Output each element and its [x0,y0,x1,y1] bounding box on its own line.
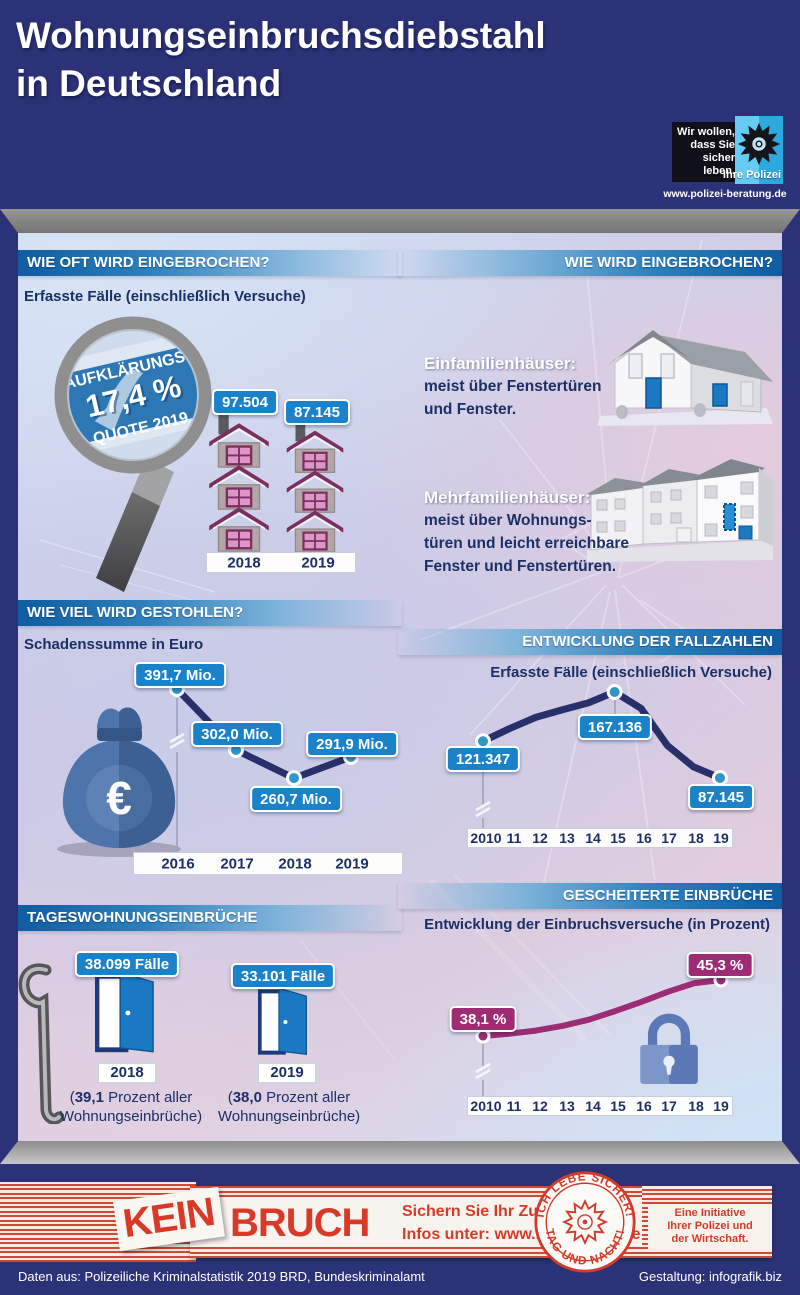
daytime-2019-caption: (38,0 Prozent aller Wohnungseinbrüche) [217,1089,361,1125]
subtitle-development: Erfasste Fälle (einschließlich Versuche) [490,664,772,681]
year-label: 17 [661,1098,677,1114]
section-header-failed: GESCHEITERTE EINBRÜCHE [398,883,782,909]
year-label: 18 [688,1098,704,1114]
house-stack-2018-icon [207,412,271,552]
padlock-icon [640,1013,698,1084]
fall-label-2015: 167.136 [577,714,653,740]
year-label: 19 [713,830,729,846]
money-year-axis: 2016 2017 2018 2019 [133,852,403,875]
year-label: 2019 [301,554,335,571]
money-label-2016: 391,7 Mio. [134,662,226,688]
initiative-text: Eine Initiative Ihrer Polizei und der Wi… [648,1204,772,1249]
money-label-2018: 260,7 Mio. [250,786,342,812]
failed-label-2019: 45,3 % [686,952,754,978]
page-title: Wohnungseinbruchsdiebstahl in Deutschlan… [16,12,546,108]
section-header-development: ENTWICKLUNG DER FALLZAHLEN [398,629,782,655]
police-slogan: Wir wollen, dass Sie sicher leben. [672,122,740,182]
magnifier-quote-icon: AUFKLÄRUNGS- 17,4 % 17,4 % QUOTE 2019 [54,316,212,592]
keinbruch-logo-bruch: BRUCH [230,1201,370,1245]
daytime-2018-caption: (39,1 Prozent aller Wohnungseinbrüche) [59,1089,203,1125]
subtitle-how-much: Schadenssumme in Euro [24,636,204,653]
bevel-bottom [0,1141,800,1164]
open-door-2019-icon [258,988,308,1056]
data-source: Daten aus: Polizeiliche Kriminalstatisti… [18,1269,425,1284]
multi-family-house-icon [587,459,773,562]
multi-family-text: Mehrfamilienhäuser: meist über Wohnungs-… [424,488,629,575]
value-2019-bubble: 87.145 [284,399,350,425]
year-label: 16 [636,1098,652,1114]
year-label: 2017 [220,855,254,872]
house-stack-2019-icon [283,420,347,553]
euro-symbol: € [106,772,132,824]
design-credit: Gestaltung: infografik.biz [638,1269,782,1284]
single-family-house-icon [597,330,773,426]
crowbar-icon [18,963,64,1124]
year-label: 2018 [227,554,261,571]
open-door-2018-icon [95,972,155,1054]
year-label: 15 [610,1098,626,1114]
fall-label-2019: 87.145 [688,784,754,810]
campaign-stamp: ICH LEBE SICHER! TAG UND NACHT! [533,1170,636,1273]
police-url: www.polizei-beratung.de [663,188,787,200]
year-label: 11 [506,1098,522,1114]
daytime-yearbox-2019: 2019 [257,1062,317,1084]
tape-edge-bottom [190,1247,772,1258]
year-label: 17 [661,830,677,846]
daytime-yearbox-2018: 2018 [97,1062,157,1084]
year-label: 2010 [470,830,502,846]
year-label: 16 [636,830,652,846]
year-label: 11 [506,830,522,846]
title-line1: Wohnungseinbruchsdiebstahl [16,15,546,56]
money-label-2019: 291,9 Mio. [306,731,398,757]
subtitle-how-often: Erfasste Fälle (einschließlich Versuche) [24,288,306,305]
value-2018-bubble: 97.504 [212,389,278,415]
year-label: 12 [532,1098,548,1114]
year-label: 14 [585,1098,601,1114]
money-bag-icon: € [57,707,181,857]
title-line2: in Deutschland [16,63,282,104]
failed-year-axis: 2010 11 12 13 14 15 16 17 18 19 [467,1096,733,1116]
money-label-2017: 302,0 Mio. [191,721,283,747]
section-header-daytime: TAGESWOHNUNGSEINBRÜCHE [18,905,402,931]
year-label: 14 [585,830,601,846]
section-header-how-much: WIE VIEL WIRD GESTOHLEN? [18,600,402,626]
police-badge: Ihre Polizei [723,116,783,184]
daytime-2018-bubble: 38.099 Fälle [74,951,180,977]
year-label: 2010 [470,1098,502,1114]
year-label: 15 [610,830,626,846]
development-year-axis: 2010 11 12 13 14 15 16 17 18 19 [467,828,733,848]
section-header-how: WIE WIRD EINGEBROCHEN? [398,250,782,276]
bevel-top [0,209,800,233]
year-label: 19 [713,1098,729,1114]
year-label: 2016 [161,855,195,872]
year-label: 13 [559,830,575,846]
houses-year-axis: 2018 2019 [206,552,356,573]
police-star-icon [737,122,781,166]
police-brand: Ihre Polizei [722,169,781,181]
year-label: 18 [688,830,704,846]
daytime-2019-bubble: 33.101 Fälle [230,963,336,989]
year-label: 2018 [278,855,312,872]
year-label: 12 [532,830,548,846]
year-label: 2019 [335,855,369,872]
section-header-how-often: WIE OFT WIRD EINGEBROCHEN? [18,250,402,276]
single-family-text: Einfamilienhäuser: meist über Fenstertür… [424,354,602,418]
tape-edge-top [190,1186,772,1197]
year-label: 13 [559,1098,575,1114]
failed-label-2010: 38,1 % [449,1006,517,1032]
subtitle-failed: Entwicklung der Einbruchsversuche (in Pr… [424,916,770,933]
fall-label-2010: 121.347 [445,746,521,772]
